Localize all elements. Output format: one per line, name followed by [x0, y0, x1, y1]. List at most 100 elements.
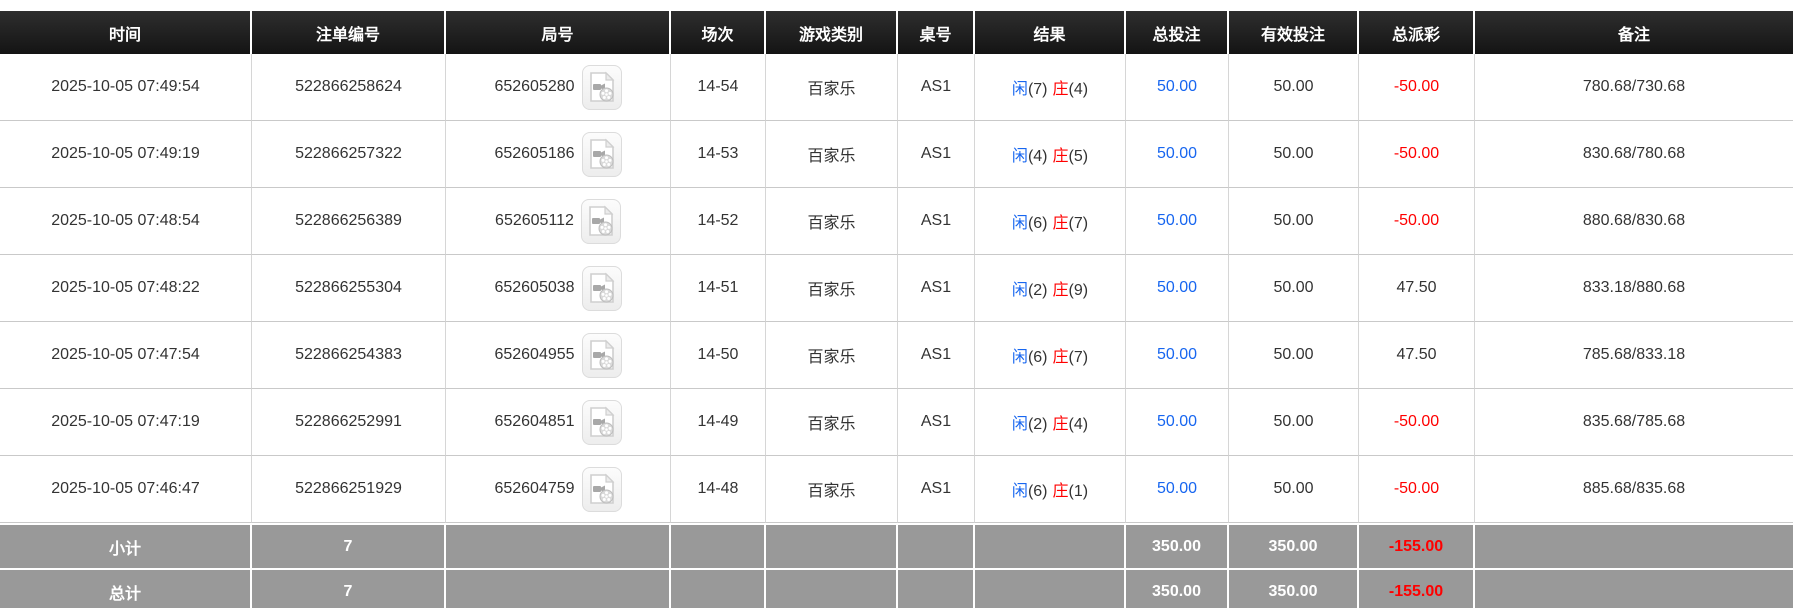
player-result-value: (2)	[1027, 416, 1048, 433]
payout-cell: -50.00	[1359, 54, 1475, 121]
remark-cell: 880.68/830.68	[1475, 188, 1793, 255]
payout-cell: 47.50	[1359, 322, 1475, 389]
column-header-payout: 总派彩	[1359, 11, 1475, 54]
column-header-session: 场次	[671, 11, 766, 54]
player-result-label: 闲	[1011, 215, 1028, 232]
time-cell: 2025-10-05 07:49:54	[0, 54, 252, 121]
session-cell: 14-49	[671, 389, 766, 456]
result-cell: 闲(6) 庄(7)	[975, 322, 1126, 389]
table-row: 2025-10-05 07:48:54 522866256389 6526051…	[0, 188, 1793, 255]
player-result-label: 闲	[1011, 148, 1028, 165]
video-replay-button[interactable]	[581, 466, 622, 512]
total-bet-cell: 50.00	[1126, 54, 1229, 121]
session-cell: 14-52	[671, 188, 766, 255]
summary-label-cell: 总计	[0, 568, 252, 608]
summary-payout-cell: -155.00	[1359, 568, 1475, 608]
round-cell: 652604955	[446, 322, 671, 389]
game-type-cell: 百家乐	[766, 54, 898, 121]
column-header-result: 结果	[975, 11, 1126, 54]
valid-bet-cell: 50.00	[1229, 54, 1359, 121]
time-cell: 2025-10-05 07:46:47	[0, 456, 252, 523]
total-bet-cell: 50.00	[1126, 188, 1229, 255]
bet-id-cell: 522866254383	[252, 322, 446, 389]
round-id-text: 652604955	[494, 346, 575, 363]
table-body: 2025-10-05 07:49:54 522866258624 6526052…	[0, 54, 1793, 523]
time-cell: 2025-10-05 07:47:19	[0, 389, 252, 456]
banker-result-label: 庄	[1052, 282, 1069, 299]
summary-empty-cell	[671, 568, 766, 608]
summary-empty-cell	[975, 568, 1126, 608]
banker-result-value: (7)	[1068, 215, 1089, 232]
video-replay-button[interactable]	[581, 64, 622, 110]
summary-empty-cell	[766, 523, 898, 568]
round-id-text: 652604759	[494, 480, 575, 497]
payout-cell: 47.50	[1359, 255, 1475, 322]
banker-result-value: (4)	[1068, 416, 1089, 433]
round-id-text: 652605280	[494, 78, 575, 95]
result-cell: 闲(6) 庄(1)	[975, 456, 1126, 523]
valid-bet-cell: 50.00	[1229, 322, 1359, 389]
table-row: 2025-10-05 07:46:47 522866251929 6526047…	[0, 456, 1793, 523]
valid-bet-cell: 50.00	[1229, 456, 1359, 523]
summary-row: 总计 7 350.00 350.00 -155.00	[0, 568, 1793, 608]
video-replay-button[interactable]	[580, 198, 621, 244]
column-header-table-no: 桌号	[898, 11, 975, 54]
video-replay-button[interactable]	[581, 131, 622, 177]
video-file-icon	[589, 138, 614, 169]
table-no-cell: AS1	[898, 322, 975, 389]
game-type-cell: 百家乐	[766, 121, 898, 188]
banker-result-value: (9)	[1068, 282, 1089, 299]
player-result-label: 闲	[1011, 81, 1028, 98]
bet-id-cell: 522866252991	[252, 389, 446, 456]
video-replay-button[interactable]	[581, 332, 622, 378]
player-result-label: 闲	[1011, 416, 1028, 433]
result-cell: 闲(6) 庄(7)	[975, 188, 1126, 255]
game-type-cell: 百家乐	[766, 322, 898, 389]
summary-count-cell: 7	[252, 523, 446, 568]
round-cell: 652605280	[446, 54, 671, 121]
result-cell: 闲(2) 庄(9)	[975, 255, 1126, 322]
video-file-icon	[589, 71, 614, 102]
payout-cell: -50.00	[1359, 456, 1475, 523]
column-header-round-id: 局号	[446, 11, 671, 54]
table-no-cell: AS1	[898, 255, 975, 322]
remark-cell: 885.68/835.68	[1475, 456, 1793, 523]
session-cell: 14-53	[671, 121, 766, 188]
result-cell: 闲(2) 庄(4)	[975, 389, 1126, 456]
remark-cell: 780.68/730.68	[1475, 54, 1793, 121]
time-cell: 2025-10-05 07:47:54	[0, 322, 252, 389]
bet-id-cell: 522866251929	[252, 456, 446, 523]
video-file-icon	[589, 272, 614, 303]
total-bet-cell: 50.00	[1126, 389, 1229, 456]
bet-id-cell: 522866258624	[252, 54, 446, 121]
summary-empty-cell	[446, 523, 671, 568]
summary-count-cell: 7	[252, 568, 446, 608]
valid-bet-cell: 50.00	[1229, 255, 1359, 322]
table-no-cell: AS1	[898, 389, 975, 456]
summary-valid-bet-cell: 350.00	[1229, 523, 1359, 568]
column-header-total-bet: 总投注	[1126, 11, 1229, 54]
table-row: 2025-10-05 07:47:19 522866252991 6526048…	[0, 389, 1793, 456]
banker-result-label: 庄	[1052, 416, 1069, 433]
table-row: 2025-10-05 07:49:19 522866257322 6526051…	[0, 121, 1793, 188]
video-replay-button[interactable]	[581, 265, 622, 311]
table-header: 时间 注单编号 局号 场次 游戏类别 桌号 结果 总投注 有效投注 总派彩 备注	[0, 11, 1793, 54]
banker-result-label: 庄	[1052, 483, 1069, 500]
session-cell: 14-50	[671, 322, 766, 389]
summary-empty-cell	[671, 523, 766, 568]
video-file-icon	[589, 406, 614, 437]
round-cell: 652605186	[446, 121, 671, 188]
table-no-cell: AS1	[898, 54, 975, 121]
player-result-label: 闲	[1011, 282, 1028, 299]
time-cell: 2025-10-05 07:49:19	[0, 121, 252, 188]
table-no-cell: AS1	[898, 456, 975, 523]
round-id-text: 652604851	[494, 413, 575, 430]
session-cell: 14-51	[671, 255, 766, 322]
video-replay-button[interactable]	[581, 399, 622, 445]
banker-result-value: (7)	[1068, 349, 1089, 366]
total-bet-cell: 50.00	[1126, 456, 1229, 523]
round-cell: 652605038	[446, 255, 671, 322]
result-cell: 闲(4) 庄(5)	[975, 121, 1126, 188]
table-no-cell: AS1	[898, 188, 975, 255]
